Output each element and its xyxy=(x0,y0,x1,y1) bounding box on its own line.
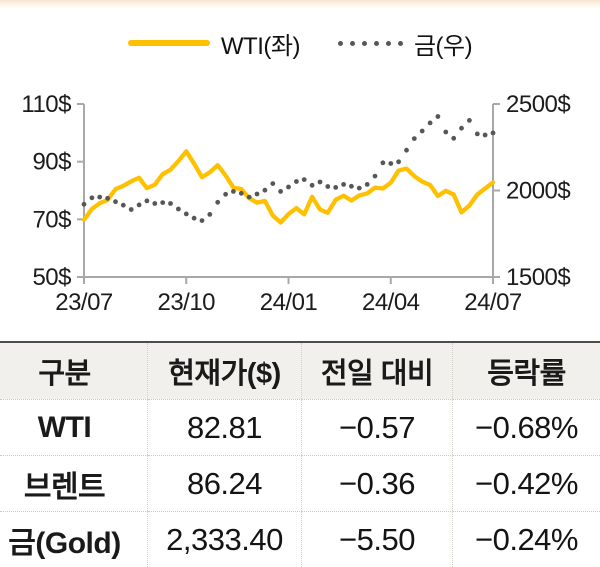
table-header-category: 구분 xyxy=(0,343,148,399)
table-header-change: 전일 대비 xyxy=(302,343,453,399)
table-row-brent-change: −0.36 xyxy=(302,455,453,511)
wti-line-swatch-icon xyxy=(127,40,210,46)
table-row-gold-name: 금(Gold) xyxy=(0,511,148,567)
legend-item-wti: WTI(좌) xyxy=(127,26,301,61)
table-row-gold-price: 2,333.40 xyxy=(148,511,302,567)
svg-text:23/07: 23/07 xyxy=(55,289,113,316)
price-chart: 110$ 90$ 70$ 50$ 2500$ 2000$ 1500$ 23/07 23/10 24… xyxy=(21,91,571,316)
top-accent-band xyxy=(0,0,600,9)
legend-label-gold: 금(우) xyxy=(413,32,473,60)
table-row-wti-pct: −0.68% xyxy=(453,399,600,455)
svg-text:24/01: 24/01 xyxy=(260,289,318,316)
svg-text:90$: 90$ xyxy=(32,149,71,176)
table-row-brent-price: 86.24 xyxy=(148,455,302,511)
gold-dots-swatch-icon xyxy=(337,40,403,46)
table-row-brent-name: 브렌트 xyxy=(0,455,148,511)
svg-text:50$: 50$ xyxy=(32,264,71,291)
legend-label-wti: WTI(좌) xyxy=(220,32,301,60)
svg-text:24/04: 24/04 xyxy=(362,289,420,316)
svg-text:2500$: 2500$ xyxy=(506,91,570,118)
svg-text:24/07: 24/07 xyxy=(464,289,522,316)
table-row-wti-change: −0.57 xyxy=(302,399,453,455)
table-row-gold-pct: −0.24% xyxy=(453,511,600,567)
svg-text:1500$: 1500$ xyxy=(506,264,570,291)
table-row-brent-pct: −0.42% xyxy=(453,455,600,511)
svg-text:23/10: 23/10 xyxy=(157,289,215,316)
svg-text:2000$: 2000$ xyxy=(506,178,570,205)
chart-legend: WTI(좌) 금(우) xyxy=(0,29,600,60)
legend-item-gold: 금(우) xyxy=(337,26,473,61)
table-header-pct: 등락률 xyxy=(453,343,600,399)
table-header-price: 현재가($) xyxy=(148,343,302,399)
svg-text:110$: 110$ xyxy=(21,91,71,118)
quote-table: 구분 현재가($) 전일 대비 등락률 WTI 82.81 −0.57 −0.6… xyxy=(0,341,600,567)
table-row-gold-change: −5.50 xyxy=(302,511,453,567)
price-chart-area: 110$ 90$ 70$ 50$ 2500$ 2000$ 1500$ 23/07 23/10 24… xyxy=(21,91,571,316)
table-row-wti-price: 82.81 xyxy=(148,399,302,455)
table-row-wti-name: WTI xyxy=(0,399,148,455)
svg-text:70$: 70$ xyxy=(32,206,71,233)
